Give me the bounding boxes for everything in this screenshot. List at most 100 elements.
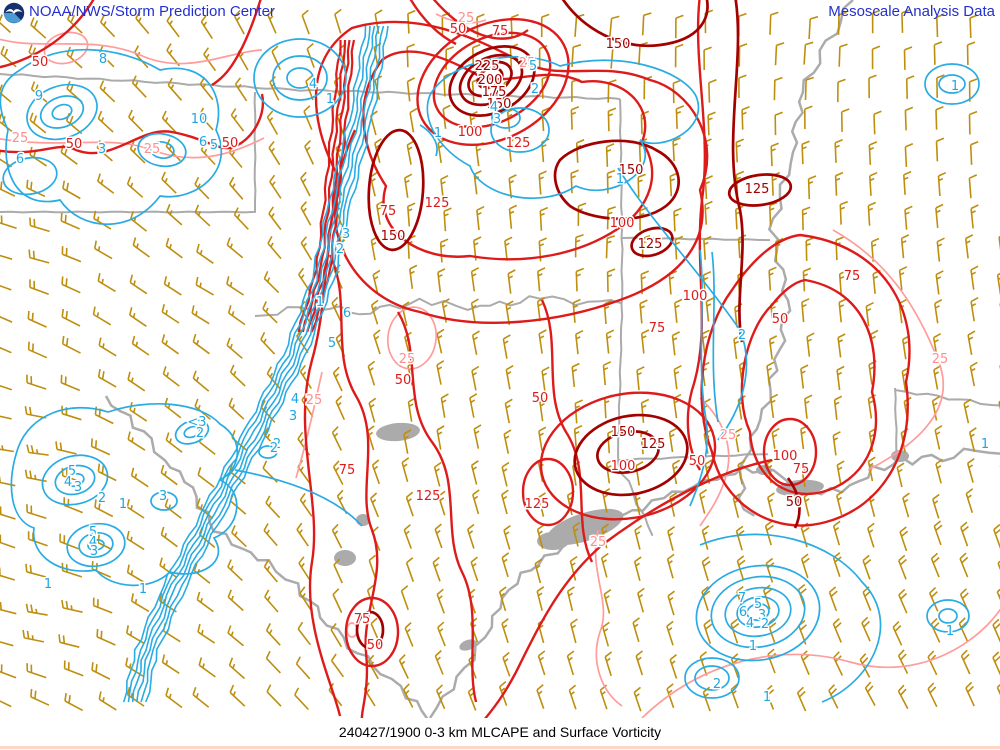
svg-text:3: 3	[98, 142, 106, 157]
svg-text:4: 4	[64, 475, 72, 490]
svg-text:125: 125	[745, 182, 770, 197]
svg-text:5: 5	[68, 464, 76, 479]
svg-text:75: 75	[793, 462, 810, 477]
svg-text:3: 3	[342, 227, 350, 242]
svg-text:2: 2	[98, 491, 106, 506]
svg-text:2: 2	[273, 437, 281, 452]
wind-barbs-layer	[0, 8, 1000, 712]
svg-text:3: 3	[90, 544, 98, 559]
svg-text:4: 4	[291, 392, 299, 407]
svg-text:50: 50	[450, 22, 467, 37]
svg-text:10: 10	[191, 112, 208, 127]
svg-text:100: 100	[611, 459, 636, 474]
svg-text:25: 25	[306, 393, 323, 408]
svg-text:6: 6	[16, 152, 24, 167]
svg-text:25: 25	[399, 352, 416, 367]
svg-text:3: 3	[758, 608, 766, 623]
svg-text:125: 125	[638, 237, 663, 252]
svg-text:25: 25	[458, 11, 475, 26]
svg-text:5: 5	[529, 59, 537, 74]
svg-text:1: 1	[946, 624, 954, 639]
svg-text:100: 100	[773, 449, 798, 464]
svg-text:175: 175	[482, 85, 507, 100]
svg-text:100: 100	[458, 125, 483, 140]
svg-text:1: 1	[316, 295, 324, 310]
svg-text:9: 9	[35, 89, 43, 104]
svg-text:75: 75	[380, 204, 397, 219]
svg-text:2: 2	[270, 441, 278, 456]
page-subtitle: Mesoscale Analysis Data	[828, 3, 995, 20]
svg-text:5: 5	[328, 336, 336, 351]
map-caption: 240427/1900 0-3 km MLCAPE and Surface Vo…	[0, 724, 1000, 740]
svg-text:7: 7	[738, 591, 746, 606]
svg-text:1: 1	[981, 437, 989, 452]
svg-text:3: 3	[493, 112, 501, 127]
svg-text:150: 150	[487, 97, 512, 112]
svg-text:1: 1	[749, 639, 757, 654]
svg-text:125: 125	[525, 497, 550, 512]
svg-text:3: 3	[289, 409, 297, 424]
svg-text:2: 2	[713, 677, 721, 692]
svg-text:25: 25	[144, 142, 161, 157]
svg-text:2: 2	[336, 242, 344, 257]
svg-text:3: 3	[74, 480, 82, 495]
svg-text:1: 1	[616, 172, 624, 187]
svg-text:50: 50	[395, 373, 412, 388]
svg-text:75: 75	[354, 612, 371, 627]
svg-text:50: 50	[786, 495, 803, 510]
svg-text:50: 50	[532, 391, 549, 406]
svg-text:4: 4	[89, 535, 97, 550]
svg-text:5: 5	[89, 525, 97, 540]
svg-text:225: 225	[475, 59, 500, 74]
svg-text:3: 3	[159, 489, 167, 504]
svg-text:1: 1	[44, 577, 52, 592]
svg-text:75: 75	[649, 321, 666, 336]
site-title: NOAA/NWS/Storm Prediction Center	[29, 3, 275, 20]
svg-text:2: 2	[738, 328, 746, 343]
svg-text:1: 1	[434, 126, 442, 141]
svg-text:1: 1	[326, 92, 334, 107]
svg-text:150: 150	[611, 425, 636, 440]
svg-text:4: 4	[490, 100, 498, 115]
svg-text:2: 2	[531, 82, 539, 97]
svg-text:75: 75	[844, 269, 861, 284]
svg-text:1: 1	[119, 497, 127, 512]
svg-text:125: 125	[425, 196, 450, 211]
svg-text:2: 2	[761, 617, 769, 632]
header-bar: NOAA/NWS/Storm Prediction Center Mesosca…	[0, 0, 1000, 26]
svg-text:50: 50	[689, 454, 706, 469]
svg-text:75: 75	[492, 24, 509, 39]
svg-text:100: 100	[683, 289, 708, 304]
contours-layer	[0, 0, 1000, 718]
bottom-border	[0, 746, 1000, 749]
svg-text:125: 125	[641, 437, 666, 452]
svg-text:25: 25	[12, 131, 29, 146]
svg-text:50: 50	[367, 638, 384, 653]
svg-text:150: 150	[381, 229, 406, 244]
svg-text:2: 2	[196, 426, 204, 441]
svg-text:50: 50	[66, 137, 83, 152]
svg-text:25: 25	[932, 352, 949, 367]
svg-text:25: 25	[720, 428, 737, 443]
svg-text:8: 8	[99, 52, 107, 67]
svg-text:50: 50	[32, 55, 49, 70]
svg-text:6: 6	[343, 306, 351, 321]
noaa-logo-icon	[3, 2, 25, 24]
svg-text:6: 6	[199, 135, 207, 150]
svg-text:50: 50	[772, 312, 789, 327]
svg-text:200: 200	[478, 73, 503, 88]
svg-text:50: 50	[222, 136, 239, 151]
svg-text:25: 25	[590, 535, 607, 550]
svg-text:75: 75	[339, 463, 356, 478]
svg-text:<3: <3	[187, 415, 206, 430]
svg-text:1: 1	[763, 690, 771, 705]
svg-text:1: 1	[139, 582, 147, 597]
svg-text:25: 25	[519, 56, 536, 71]
svg-text:100: 100	[610, 216, 635, 231]
svg-text:150: 150	[619, 163, 644, 178]
svg-text:1: 1	[951, 79, 959, 94]
svg-text:5: 5	[754, 597, 762, 612]
